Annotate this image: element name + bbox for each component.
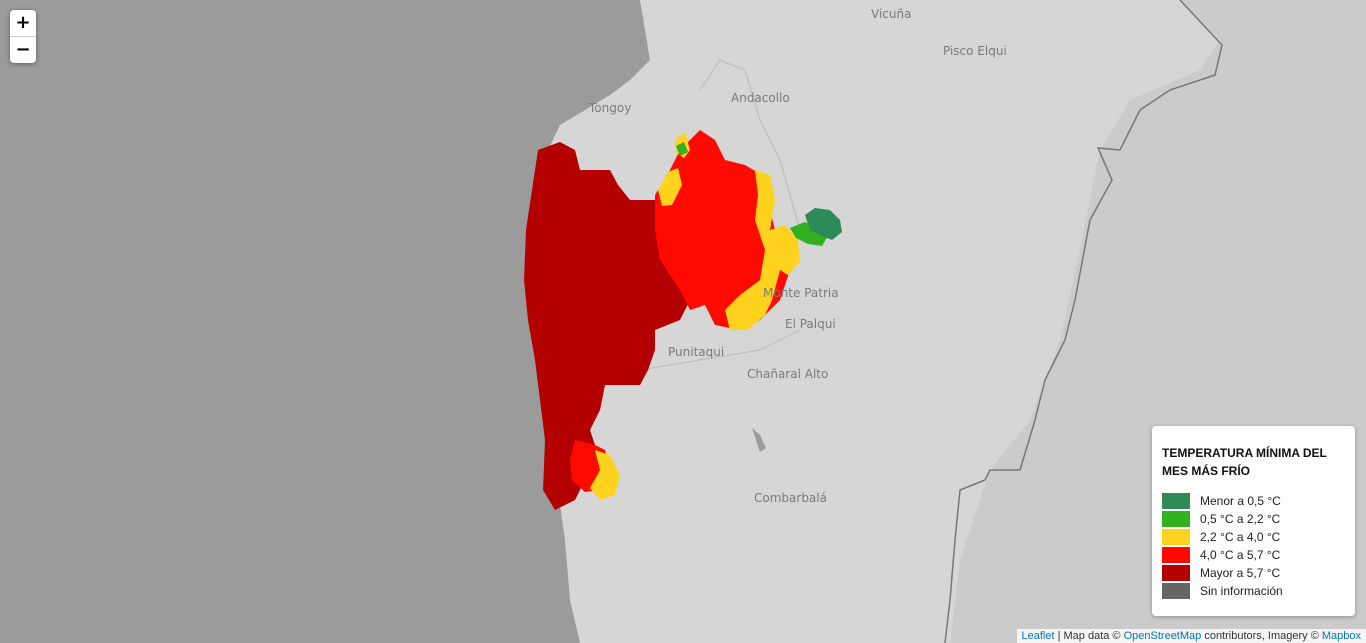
legend-panel: TEMPERATURA MÍNIMA DEL MES MÁS FRÍO Meno… [1152,426,1355,616]
place-label-monte-patria: Monte Patria [763,286,839,300]
legend-item: 2,2 °C a 4,0 °C [1162,528,1345,546]
zoom-out-button[interactable]: − [10,37,36,63]
legend-item: Menor a 0,5 °C [1162,492,1345,510]
place-label-pisco-elqui: Pisco Elqui [943,44,1007,58]
attribution: Leaflet | Map data © OpenStreetMap contr… [1017,629,1366,643]
legend-label: 0,5 °C a 2,2 °C [1200,512,1280,526]
leaflet-link[interactable]: Leaflet [1022,630,1055,642]
openstreetmap-link[interactable]: OpenStreetMap [1124,630,1202,642]
legend-label: 4,0 °C a 5,7 °C [1200,548,1280,562]
legend-label: Sin información [1200,584,1283,598]
mapbox-link[interactable]: Mapbox [1322,630,1361,642]
legend-item: 0,5 °C a 2,2 °C [1162,510,1345,528]
zoom-in-button[interactable]: + [10,10,36,37]
place-label-combarbala: Combarbalá [754,491,827,505]
legend-label: Mayor a 5,7 °C [1200,566,1280,580]
legend-swatch [1162,547,1190,563]
legend-item: 4,0 °C a 5,7 °C [1162,546,1345,564]
place-label-punitaqui: Punitaqui [668,345,724,359]
place-label-el-palqui: El Palqui [785,317,836,331]
legend-swatch [1162,583,1190,599]
legend-label: Menor a 0,5 °C [1200,494,1281,508]
legend-swatch [1162,511,1190,527]
legend-title: TEMPERATURA MÍNIMA DEL MES MÁS FRÍO [1162,444,1345,480]
legend-swatch [1162,565,1190,581]
attribution-text: | Map data © [1055,630,1124,642]
legend-item: Mayor a 5,7 °C [1162,564,1345,582]
place-label-tongoy: Tongoy [589,101,631,115]
place-label-andacollo: Andacollo [731,91,790,105]
legend-swatch [1162,493,1190,509]
legend-swatch [1162,529,1190,545]
zoom-control: + − [10,10,36,63]
attribution-text: contributors, Imagery © [1201,630,1322,642]
place-label-vicuna: Vicuña [871,7,911,21]
place-label-chanaral-alto: Chañaral Alto [747,367,828,381]
legend-item: Sin información [1162,582,1345,600]
legend-label: 2,2 °C a 4,0 °C [1200,530,1280,544]
